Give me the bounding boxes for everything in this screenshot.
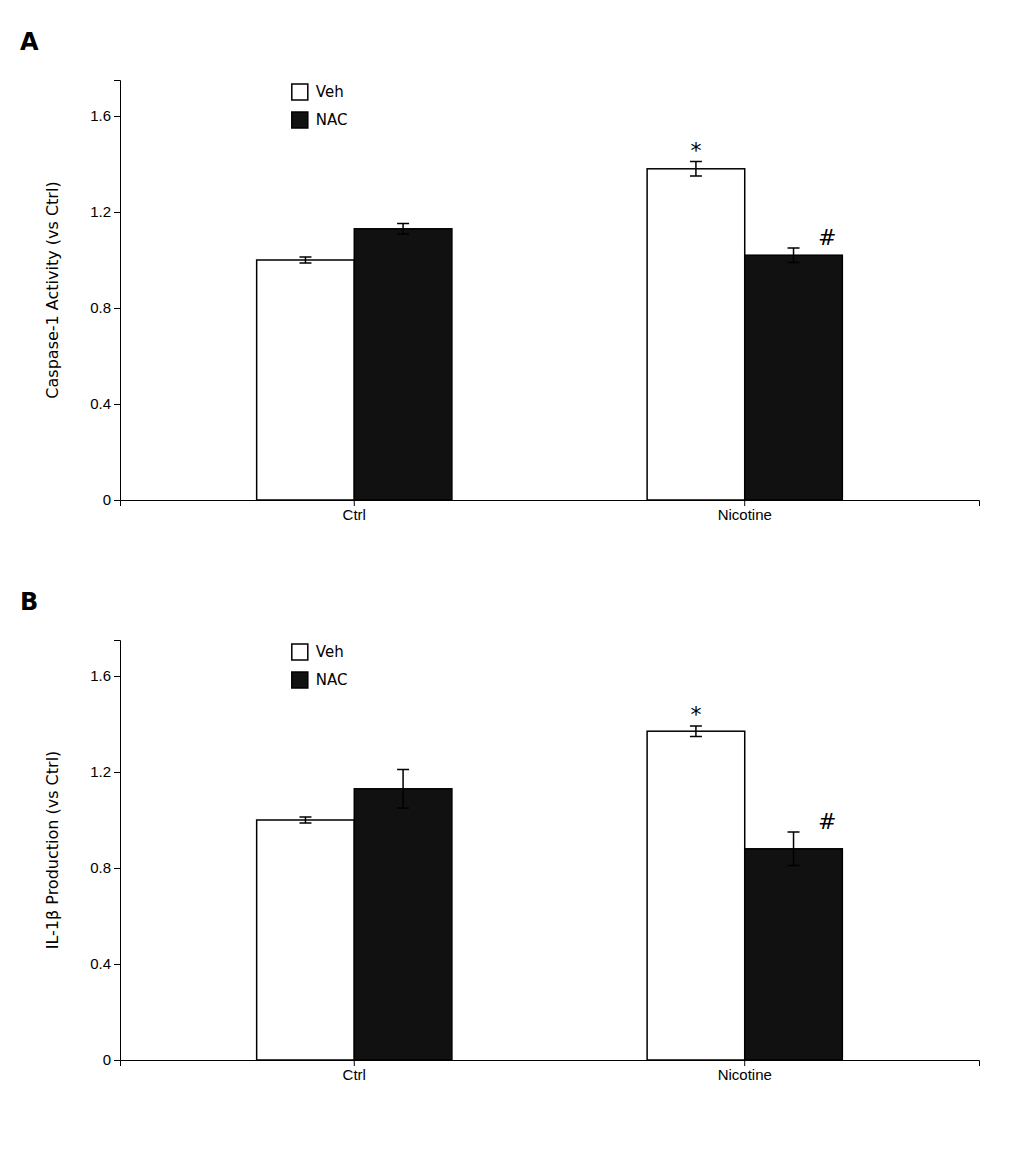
y-tick-label: 0.8 — [90, 859, 111, 876]
y-tick-mark — [114, 964, 120, 965]
legend-label: Veh — [316, 83, 344, 101]
y-tick-mark — [114, 772, 120, 773]
bar — [354, 229, 452, 500]
y-axis-line — [114, 81, 121, 501]
y-tick-mark — [114, 308, 120, 309]
y-tick-label: 1.6 — [90, 107, 111, 124]
annotation: * — [690, 138, 701, 163]
annotation: # — [818, 809, 836, 834]
y-axis-title: IL-1β Production (vs Ctrl) — [43, 751, 62, 950]
error-bar — [690, 726, 702, 737]
marks — [257, 162, 843, 500]
y-tick-label: 1.6 — [90, 667, 111, 684]
legend-label: NAC — [316, 111, 348, 129]
error-bar — [788, 832, 800, 866]
panel-title: A — [20, 28, 39, 56]
y-tick-label: 1.2 — [90, 203, 111, 220]
x-tick-label: Nicotine — [718, 506, 772, 523]
bar — [257, 820, 355, 1060]
y-tick: 0 — [103, 1051, 120, 1068]
y-tick-mark — [114, 212, 120, 213]
legend-swatch — [292, 644, 308, 660]
x-axis: Ctrl Nicotine — [121, 500, 980, 523]
y-axis-title: Caspase-1 Activity (vs Ctrl) — [43, 181, 62, 398]
y-axis: 0 0.4 0.8 1.2 1.6 — [90, 641, 120, 1069]
y-tick: 1.6 — [90, 667, 120, 684]
panel: 0 0.4 0.8 1.2 1.6 Ctrl Nicotine * # Caspase-1 Act… — [20, 28, 980, 523]
bar — [745, 849, 843, 1060]
error-bar — [690, 162, 702, 176]
bar — [257, 260, 355, 500]
legend-item: Veh — [292, 83, 344, 101]
y-axis: 0 0.4 0.8 1.2 1.6 — [90, 81, 120, 509]
legend-item: Veh — [292, 643, 344, 661]
y-tick-mark — [114, 868, 120, 869]
legend-item: NAC — [292, 671, 348, 689]
legend-item: NAC — [292, 111, 348, 129]
y-tick: 0.8 — [90, 299, 120, 316]
legend: Veh NAC — [292, 83, 348, 129]
x-tick: Nicotine — [718, 500, 772, 523]
x-tick-label: Ctrl — [343, 1066, 366, 1083]
y-tick: 0 — [103, 491, 120, 508]
legend-swatch — [292, 112, 308, 128]
y-tick: 0.4 — [90, 955, 120, 972]
y-tick: 1.2 — [90, 763, 120, 780]
chart-svg: 0 0.4 0.8 1.2 1.6 Ctrl Nicotine * # Caspase-1 Act… — [0, 0, 1019, 1167]
y-tick-label: 0 — [103, 1051, 111, 1068]
legend-swatch — [292, 84, 308, 100]
x-axis: Ctrl Nicotine — [121, 1060, 980, 1083]
y-axis-line — [114, 641, 121, 1061]
error-bar — [397, 770, 409, 808]
x-tick: Ctrl — [343, 1060, 366, 1083]
panel: 0 0.4 0.8 1.2 1.6 Ctrl Nicotine * # IL-1β Product… — [20, 588, 980, 1083]
y-tick: 0.4 — [90, 395, 120, 412]
y-tick: 1.6 — [90, 107, 120, 124]
error-bar — [299, 817, 311, 823]
bar — [647, 169, 745, 500]
y-tick-mark — [114, 1060, 120, 1061]
y-tick-mark — [114, 676, 120, 677]
x-tick-label: Ctrl — [343, 506, 366, 523]
y-tick-label: 1.2 — [90, 763, 111, 780]
panel-title: B — [20, 588, 38, 616]
bar — [647, 731, 745, 1060]
marks — [257, 726, 843, 1060]
error-bar — [788, 248, 800, 262]
y-tick-mark — [114, 404, 120, 405]
annotation: # — [818, 225, 836, 250]
y-tick-label: 0.8 — [90, 299, 111, 316]
error-bar — [397, 224, 409, 235]
legend-swatch — [292, 672, 308, 688]
error-bar — [299, 257, 311, 263]
y-tick: 1.2 — [90, 203, 120, 220]
annotation: * — [690, 702, 701, 727]
y-tick-label: 0 — [103, 491, 111, 508]
legend-label: Veh — [316, 643, 344, 661]
y-tick-mark — [114, 500, 120, 501]
x-tick: Nicotine — [718, 1060, 772, 1083]
x-tick: Ctrl — [343, 500, 366, 523]
legend: Veh NAC — [292, 643, 348, 689]
x-axis-line — [121, 501, 980, 507]
y-tick: 0.8 — [90, 859, 120, 876]
y-tick-label: 0.4 — [90, 955, 111, 972]
x-axis-line — [121, 1061, 980, 1067]
bar — [354, 789, 452, 1060]
y-tick-mark — [114, 116, 120, 117]
y-tick-label: 0.4 — [90, 395, 111, 412]
x-tick-label: Nicotine — [718, 1066, 772, 1083]
bar — [745, 255, 843, 500]
legend-label: NAC — [316, 671, 348, 689]
